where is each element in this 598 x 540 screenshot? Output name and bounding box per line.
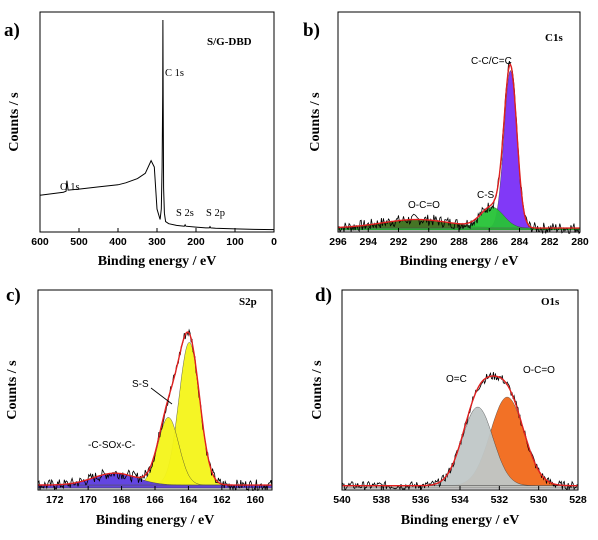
panel-d-label-occo: O-C=O xyxy=(523,365,555,376)
x-tick-label: 0 xyxy=(271,236,277,248)
panel-c-arrow-ss xyxy=(150,387,173,405)
panel-b-x-axis-label: Binding energy / eV xyxy=(400,254,519,269)
panel-b-label-cc: C-C/C=C xyxy=(471,56,512,67)
x-tick-label: 168 xyxy=(113,494,131,506)
panel-c-peak-components xyxy=(37,342,273,489)
x-tick-label: 538 xyxy=(373,494,391,506)
panel-d-x-axis-label: Binding energy / eV xyxy=(401,513,520,528)
panel-a-annotation-o1s: O 1s xyxy=(60,182,80,193)
x-tick-label: 528 xyxy=(569,494,587,506)
panel-c-label-ss: S-S xyxy=(132,379,149,390)
x-tick-label: 534 xyxy=(451,494,469,506)
x-tick-label: 400 xyxy=(109,236,127,248)
panel-a-letter: a) xyxy=(4,20,20,41)
panel-a-x-axis-label: Binding energy / eV xyxy=(98,254,217,269)
panel-b-x-ticks: 296 294 292 290 288 286 284 282 280 xyxy=(329,228,589,248)
x-tick-label: 290 xyxy=(420,236,438,248)
x-tick-label: 500 xyxy=(70,236,88,248)
panel-c: c) 172 170 168 166 164 162 160 S2p S-S -C-SOx-… xyxy=(5,285,273,528)
x-tick-label: 300 xyxy=(148,236,166,248)
panel-d-y-axis-label: Counts / s xyxy=(310,360,325,420)
panel-a-annotation-c1s: C 1s xyxy=(165,68,184,79)
panel-b-envelope-fit xyxy=(338,63,580,229)
panel-a-annotation-s2s: S 2s xyxy=(176,208,194,219)
peak-component-0 xyxy=(337,69,581,231)
x-tick-label: 100 xyxy=(226,236,244,248)
x-tick-label: 162 xyxy=(213,494,231,506)
panel-b-label-cs: C-S xyxy=(477,190,495,201)
panel-c-title: S2p xyxy=(239,296,257,308)
panel-b-peak-components xyxy=(337,69,581,231)
x-tick-label: 292 xyxy=(390,236,408,248)
x-tick-label: 532 xyxy=(491,494,509,506)
x-tick-label: 280 xyxy=(571,236,589,248)
panel-c-envelope-fit xyxy=(38,331,272,486)
panel-a-title: S/G-DBD xyxy=(207,36,252,48)
x-tick-label: 286 xyxy=(480,236,498,248)
x-tick-label: 540 xyxy=(333,494,351,506)
x-tick-label: 200 xyxy=(187,236,205,248)
panel-d-letter: d) xyxy=(315,285,332,306)
panel-b-plot-frame xyxy=(337,11,581,233)
x-tick-label: 282 xyxy=(541,236,559,248)
panel-b-title: C1s xyxy=(545,32,563,44)
panel-c-label-csox: -C-SOx-C- xyxy=(88,440,135,451)
x-tick-label: 296 xyxy=(329,236,347,248)
panel-d-x-ticks: 540 538 536 534 532 530 528 xyxy=(333,486,587,506)
panel-a-y-axis-label: Counts / s xyxy=(7,92,22,152)
panel-d-envelope-fit xyxy=(342,375,578,487)
x-tick-label: 284 xyxy=(511,236,529,248)
panel-b: b) 296 294 292 290 288 286 284 282 280 C1s C-C/C… xyxy=(303,11,589,269)
x-tick-label: 294 xyxy=(359,236,377,248)
x-tick-label: 288 xyxy=(450,236,468,248)
panel-a: a) 600 500 400 300 200 100 0 S/G-DBD O 1s C 1s… xyxy=(4,11,277,269)
panel-c-letter: c) xyxy=(6,285,21,306)
x-tick-label: 170 xyxy=(79,494,97,506)
panel-c-x-ticks: 172 170 168 166 164 162 160 xyxy=(46,486,264,506)
x-tick-label: 536 xyxy=(412,494,430,506)
x-tick-label: 530 xyxy=(530,494,548,506)
panel-d-title: O1s xyxy=(541,296,560,308)
panel-b-letter: b) xyxy=(303,20,320,41)
x-tick-label: 166 xyxy=(146,494,164,506)
panel-b-y-axis-label: Counts / s xyxy=(308,92,323,152)
panel-b-raw-data xyxy=(337,61,581,235)
panel-a-annotation-s2p: S 2p xyxy=(206,208,225,219)
x-tick-label: 160 xyxy=(247,494,265,506)
panel-b-label-ocoo: O-C=O xyxy=(408,200,440,211)
panel-d: d) 540 538 536 534 532 530 528 O1s O=C O-C=O B… xyxy=(310,285,587,528)
panel-a-survey-line xyxy=(39,19,275,231)
panel-c-x-axis-label: Binding energy / eV xyxy=(96,513,215,528)
panel-d-label-oc: O=C xyxy=(446,374,467,385)
panel-a-x-ticks: 600 500 400 300 200 100 0 xyxy=(31,228,277,248)
panel-c-y-axis-label: Counts / s xyxy=(5,360,20,420)
x-tick-label: 172 xyxy=(46,494,64,506)
x-tick-label: 164 xyxy=(180,494,198,506)
x-tick-label: 600 xyxy=(31,236,49,248)
